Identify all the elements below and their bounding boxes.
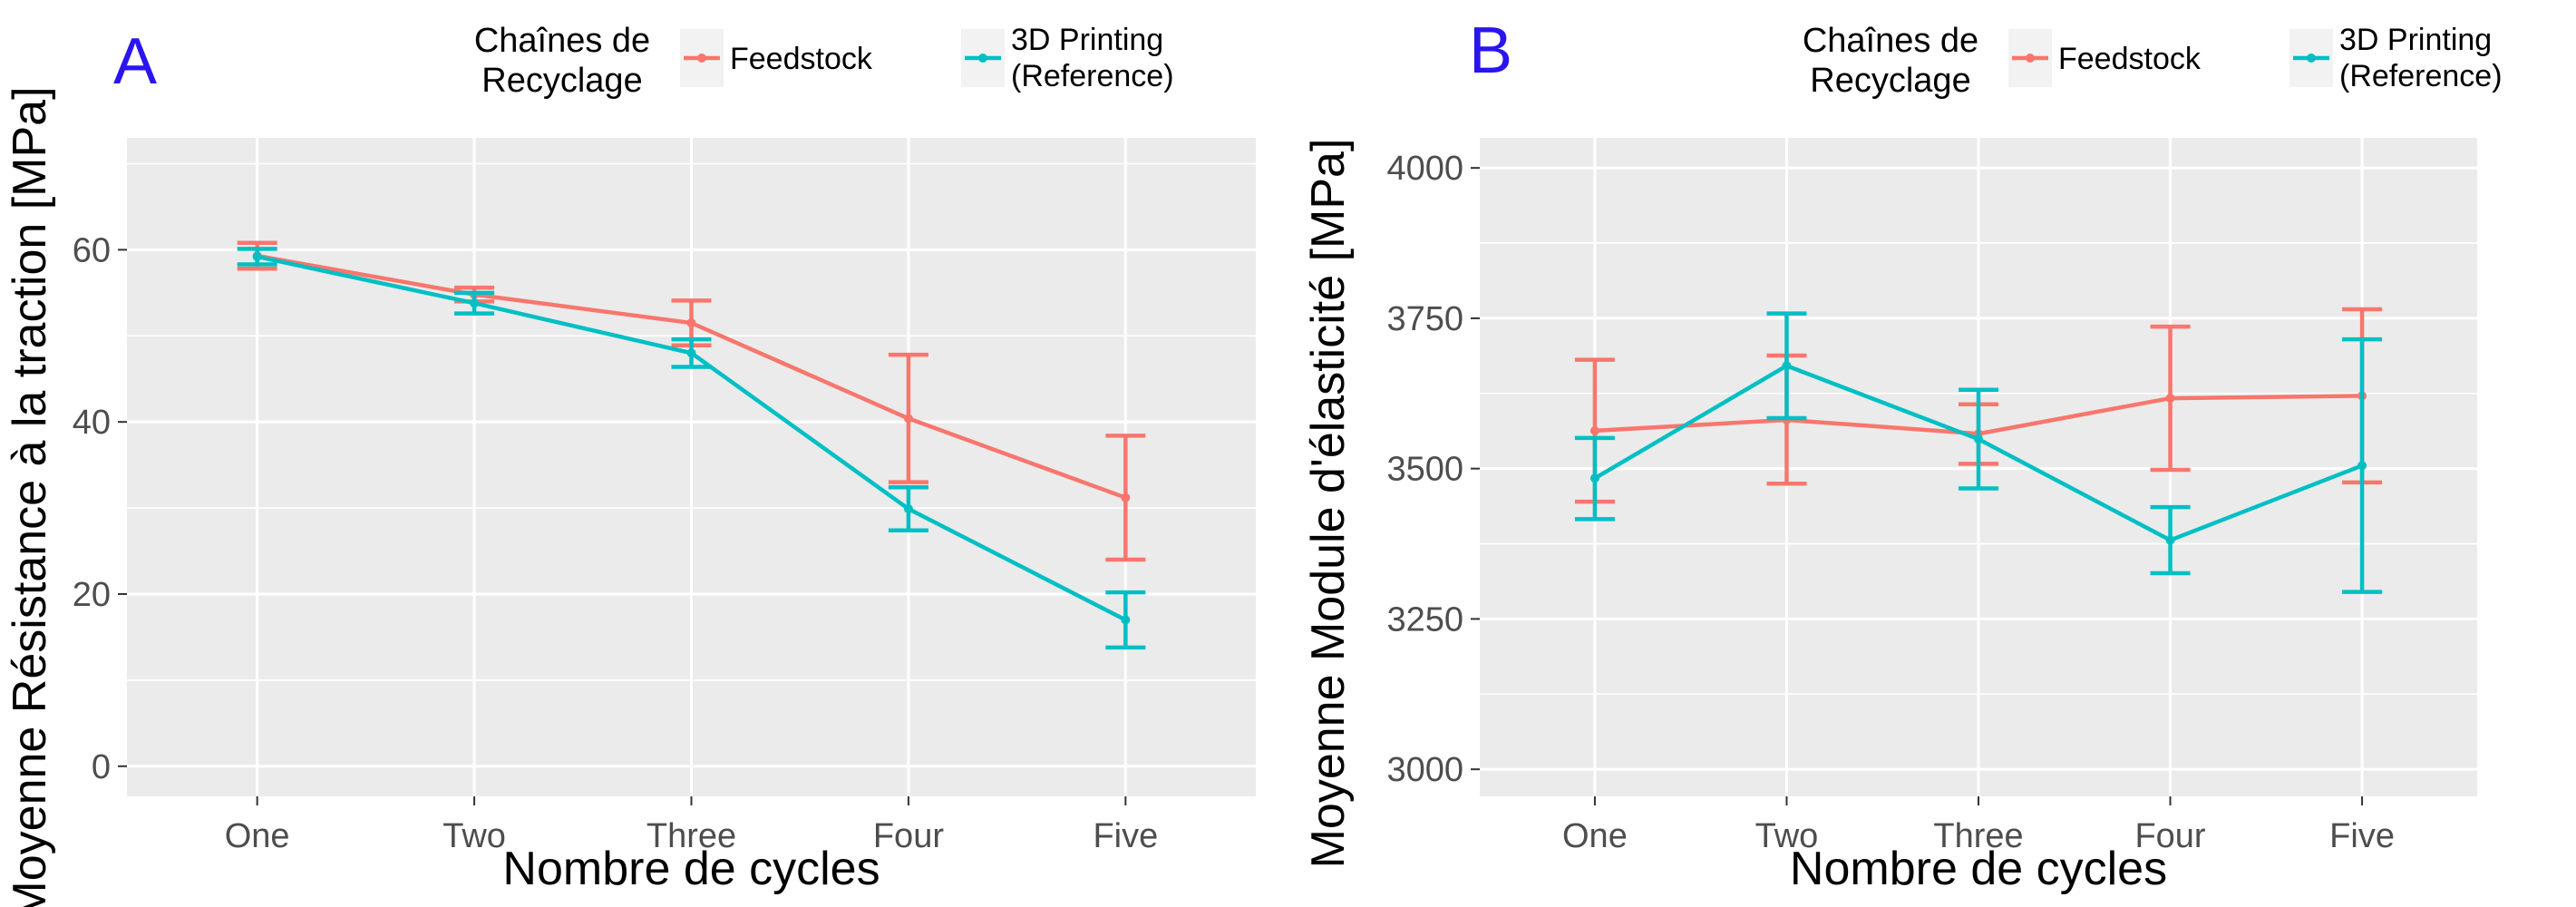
x-axis-title: Nombre de cycles [502,843,880,895]
data-point [903,414,913,424]
legend-title: Chaînes de Recyclage [1803,22,1978,100]
x-axis-title: Nombre de cycles [1790,843,2167,895]
panel-letter: B [1469,15,1512,87]
legend-label-line: Feedstock [730,42,873,76]
y-axis-title: Moyenne Module d'élasticité [MPa] [1302,139,1355,869]
series-3d-printing [1574,311,2383,594]
y-tick-label: 0 [92,748,111,786]
x-tick-label: One [1562,817,1628,855]
legend: Chaînes de Recyclage Feedstock 3D Printing(… [1803,22,2503,100]
y-tick-label: 20 [73,576,111,614]
legend-key-point [2026,54,2035,63]
legend-label: 3D Printing (Reference) [1011,23,1174,93]
panel-letter: A [113,25,157,98]
y-tick-label: 60 [73,231,111,269]
x-tick-label: Two [442,817,506,855]
data-point [1589,473,1599,483]
data-point [686,348,696,358]
y-tick-label: 3250 [1386,600,1463,639]
legend-label-line: 3D Printing [1011,23,1163,57]
legend-key-point [697,54,706,63]
y-tick-label: 3500 [1386,451,1463,489]
data-point [1974,434,1983,444]
data-point [2165,394,2175,404]
legend-title-line: Chaînes de [474,22,650,60]
legend-label-line: (Reference) [2339,59,2503,93]
x-tick-label: Two [1755,817,1819,855]
data-point [252,251,262,261]
x-tick-label: Three [1933,817,2023,855]
series-3d-printing [237,247,1146,650]
data-point [470,298,480,308]
y-axis-title: Moyenne Résistance à la traction [MPa] [4,86,56,907]
x-tick-label: One [225,817,290,855]
legend-key-point [978,54,987,63]
legend-title-line: Recyclage [481,62,642,100]
chart-panel-a: 0 20 40 60 One Two Three Four Five A Nombre de cyc… [4,22,1256,907]
x-tick-label: Five [1093,817,1158,855]
legend-title-line: Chaînes de [1803,22,1978,60]
legend-key-point [2307,54,2316,63]
data-point [1121,615,1131,625]
chart-panel-b: 3000 3250 3500 3750 4000 One Two Three Four Five B… [1302,15,2503,895]
legend-label: 3D Printing (Reference) [2339,23,2503,93]
data-point [2357,461,2367,471]
legend-label: Feedstock [730,42,873,76]
x-tick-label: Four [873,817,944,855]
data-point [686,318,696,328]
data-point [903,504,913,514]
legend-title: Chaînes de Recyclage [474,22,650,100]
data-point [1121,493,1131,502]
legend-title-line: Recyclage [1810,62,1970,100]
legend-label-line: 3D Printing [2339,23,2492,57]
y-tick-label: 4000 [1386,150,1463,188]
x-tick-label: Five [2329,817,2395,855]
y-tick-label: 3750 [1386,300,1463,338]
y-tick-label: 3000 [1386,751,1463,789]
data-point [2165,535,2175,545]
data-point [1782,361,1792,371]
data-point [1589,425,1599,435]
legend-label: Feedstock [2058,42,2202,76]
x-tick-label: Three [646,817,736,855]
x-tick-label: Four [2134,817,2205,855]
legend-label-line: (Reference) [1011,59,1174,93]
y-tick-label: 40 [73,404,111,442]
legend: Chaînes de Recyclage Feedstock 3D Printing(… [474,22,1174,100]
legend-label-line: Feedstock [2058,42,2202,76]
